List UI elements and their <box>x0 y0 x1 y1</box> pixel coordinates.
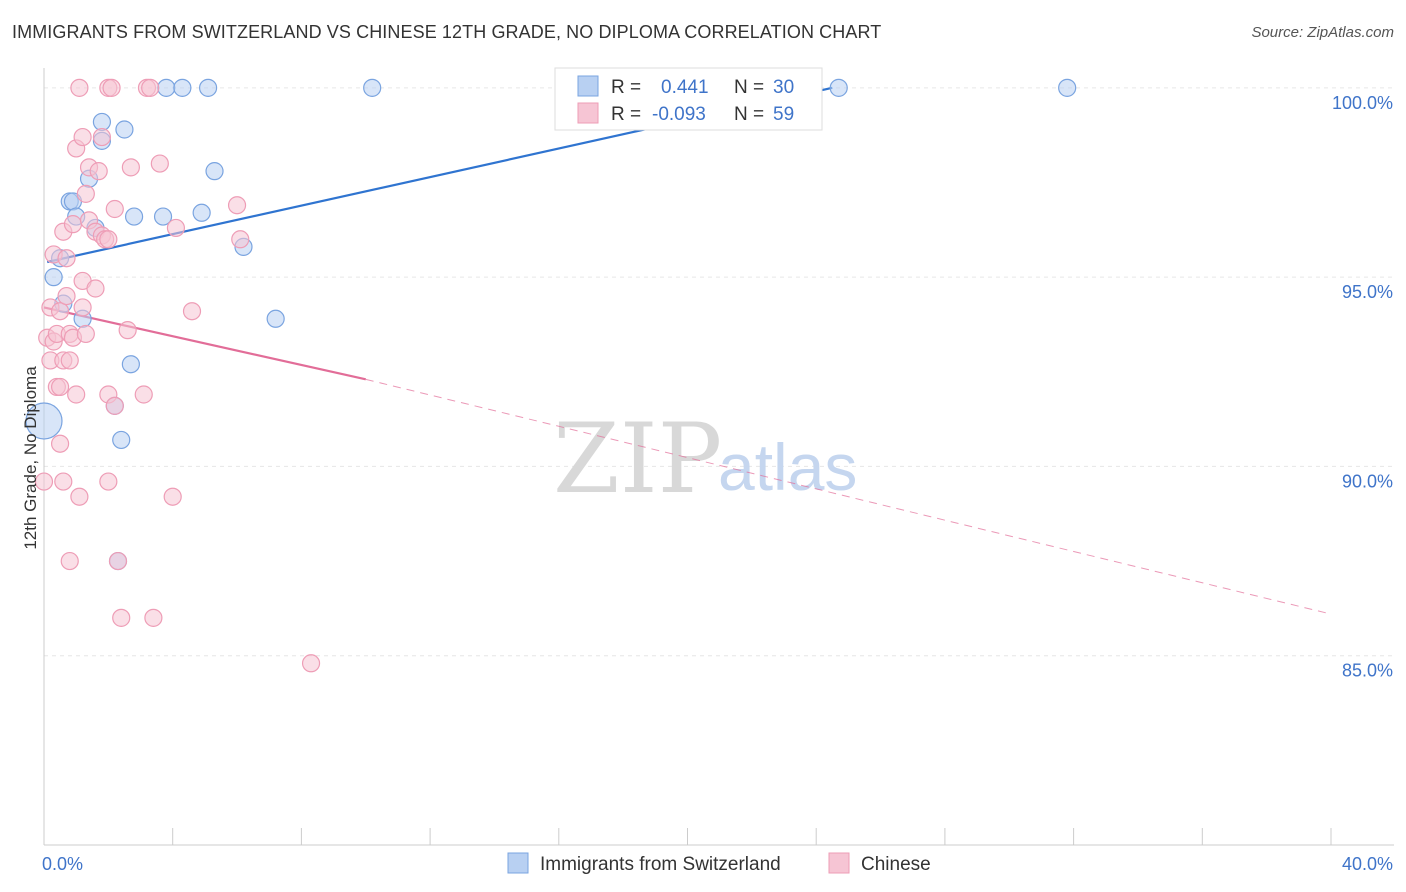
point-switzerland-21 <box>192 203 211 222</box>
point-switzerland-10 <box>92 112 112 132</box>
point-switzerland-20 <box>173 78 192 97</box>
stats-r-label-2: R = <box>611 104 641 125</box>
stats-r-label-1: R = <box>611 77 641 98</box>
point-chinese-28 <box>76 184 95 203</box>
point-switzerland-1 <box>44 268 63 287</box>
point-switzerland-25 <box>266 309 285 328</box>
point-switzerland-28 <box>829 78 848 97</box>
data-points <box>25 78 1077 673</box>
point-chinese-48 <box>121 158 140 177</box>
stats-r-value-1: 0.441 <box>661 77 709 98</box>
point-chinese-23 <box>70 78 89 97</box>
stats-n-label-1: N = <box>734 77 764 98</box>
axes <box>43 68 1394 846</box>
y-tick-label-85: 85.0% <box>1342 661 1393 681</box>
point-chinese-47 <box>118 321 137 340</box>
point-chinese-35 <box>92 127 112 147</box>
point-chinese-27 <box>73 127 92 147</box>
point-chinese-45 <box>108 551 128 571</box>
stats-swatch-pink <box>577 102 599 124</box>
point-chinese-42 <box>102 78 121 97</box>
x-tick-labels: 0.0% 40.0% <box>42 854 1393 874</box>
point-switzerland-18 <box>153 207 173 226</box>
y-axis-label: 12th Grade, No Diploma <box>21 366 40 550</box>
legend-swatch-chinese <box>828 852 850 874</box>
y-tick-labels: 85.0% 90.0% 95.0% 100.0% <box>1332 93 1393 681</box>
point-chinese-49 <box>134 385 153 404</box>
bottom-legend: Immigrants from Switzerland Chinese <box>507 852 931 875</box>
point-chinese-56 <box>182 302 202 321</box>
point-chinese-54 <box>163 487 182 506</box>
point-chinese-52 <box>144 608 163 627</box>
stats-legend-box <box>554 67 823 131</box>
point-switzerland-15 <box>115 120 134 139</box>
point-switzerland-19 <box>157 78 176 97</box>
point-chinese-10 <box>50 302 70 321</box>
point-chinese-43 <box>105 396 124 415</box>
point-chinese-8 <box>50 377 70 397</box>
point-chinese-51 <box>141 78 160 97</box>
y-tick-label-100: 100.0% <box>1332 93 1393 113</box>
watermark-atlas: atlas <box>718 430 857 504</box>
y-tick-label-95: 95.0% <box>1342 282 1393 302</box>
point-chinese-58 <box>231 230 250 249</box>
point-switzerland-14 <box>112 430 131 450</box>
source-credit: Source: ZipAtlas.com <box>1251 24 1394 41</box>
point-chinese-53 <box>150 154 169 173</box>
point-chinese-34 <box>89 162 108 181</box>
point-switzerland-16 <box>121 355 140 374</box>
point-switzerland-29 <box>1058 78 1077 97</box>
point-chinese-15 <box>57 249 76 268</box>
stats-n-label-2: N = <box>734 104 764 125</box>
point-chinese-33 <box>86 279 105 298</box>
trend-lines <box>43 86 1332 615</box>
point-chinese-9 <box>50 434 70 453</box>
point-chinese-20 <box>63 215 83 234</box>
point-chinese-24 <box>70 487 89 506</box>
point-chinese-44 <box>105 199 124 219</box>
point-chinese-46 <box>112 608 131 627</box>
stats-n-value-1: 30 <box>773 77 794 98</box>
point-chinese-0 <box>34 472 54 491</box>
point-chinese-55 <box>166 218 186 238</box>
point-chinese-11 <box>54 472 73 491</box>
point-chinese-21 <box>67 385 86 404</box>
point-chinese-26 <box>73 298 92 317</box>
point-switzerland-0 <box>25 402 63 440</box>
x-tick-label-max: 40.0% <box>1342 854 1393 874</box>
stats-legend: R = 0.441 N = 30 R = -0.093 N = 59 <box>554 67 823 131</box>
watermark: ZIP atlas <box>553 403 857 515</box>
legend-label-chinese: Chinese <box>861 854 931 875</box>
point-chinese-14 <box>57 286 76 306</box>
point-chinese-16 <box>60 551 79 571</box>
stats-r-value-2: -0.093 <box>652 104 706 125</box>
chart-title: IMMIGRANTS FROM SWITZERLAND VS CHINESE 1… <box>12 22 882 42</box>
point-chinese-29 <box>76 324 95 344</box>
x-tick-label-min: 0.0% <box>42 854 83 874</box>
point-chinese-38 <box>99 230 118 249</box>
y-tick-label-90: 90.0% <box>1342 471 1393 491</box>
legend-swatch-switzerland <box>507 852 529 874</box>
stats-n-value-2: 59 <box>773 104 794 125</box>
trend-line-chinese <box>43 306 366 381</box>
point-chinese-59 <box>301 654 321 673</box>
grid-lines <box>44 87 1394 657</box>
point-chinese-57 <box>227 196 247 215</box>
legend-label-switzerland: Immigrants from Switzerland <box>540 854 781 875</box>
stats-swatch-blue <box>577 75 599 97</box>
point-switzerland-22 <box>198 78 218 97</box>
point-switzerland-23 <box>205 162 224 181</box>
point-chinese-17 <box>60 351 79 370</box>
point-switzerland-17 <box>124 207 144 226</box>
point-switzerland-26 <box>363 78 382 97</box>
trend-line-chinese-extension <box>365 378 1332 615</box>
watermark-zip: ZIP <box>553 403 722 515</box>
point-chinese-40 <box>99 472 118 491</box>
